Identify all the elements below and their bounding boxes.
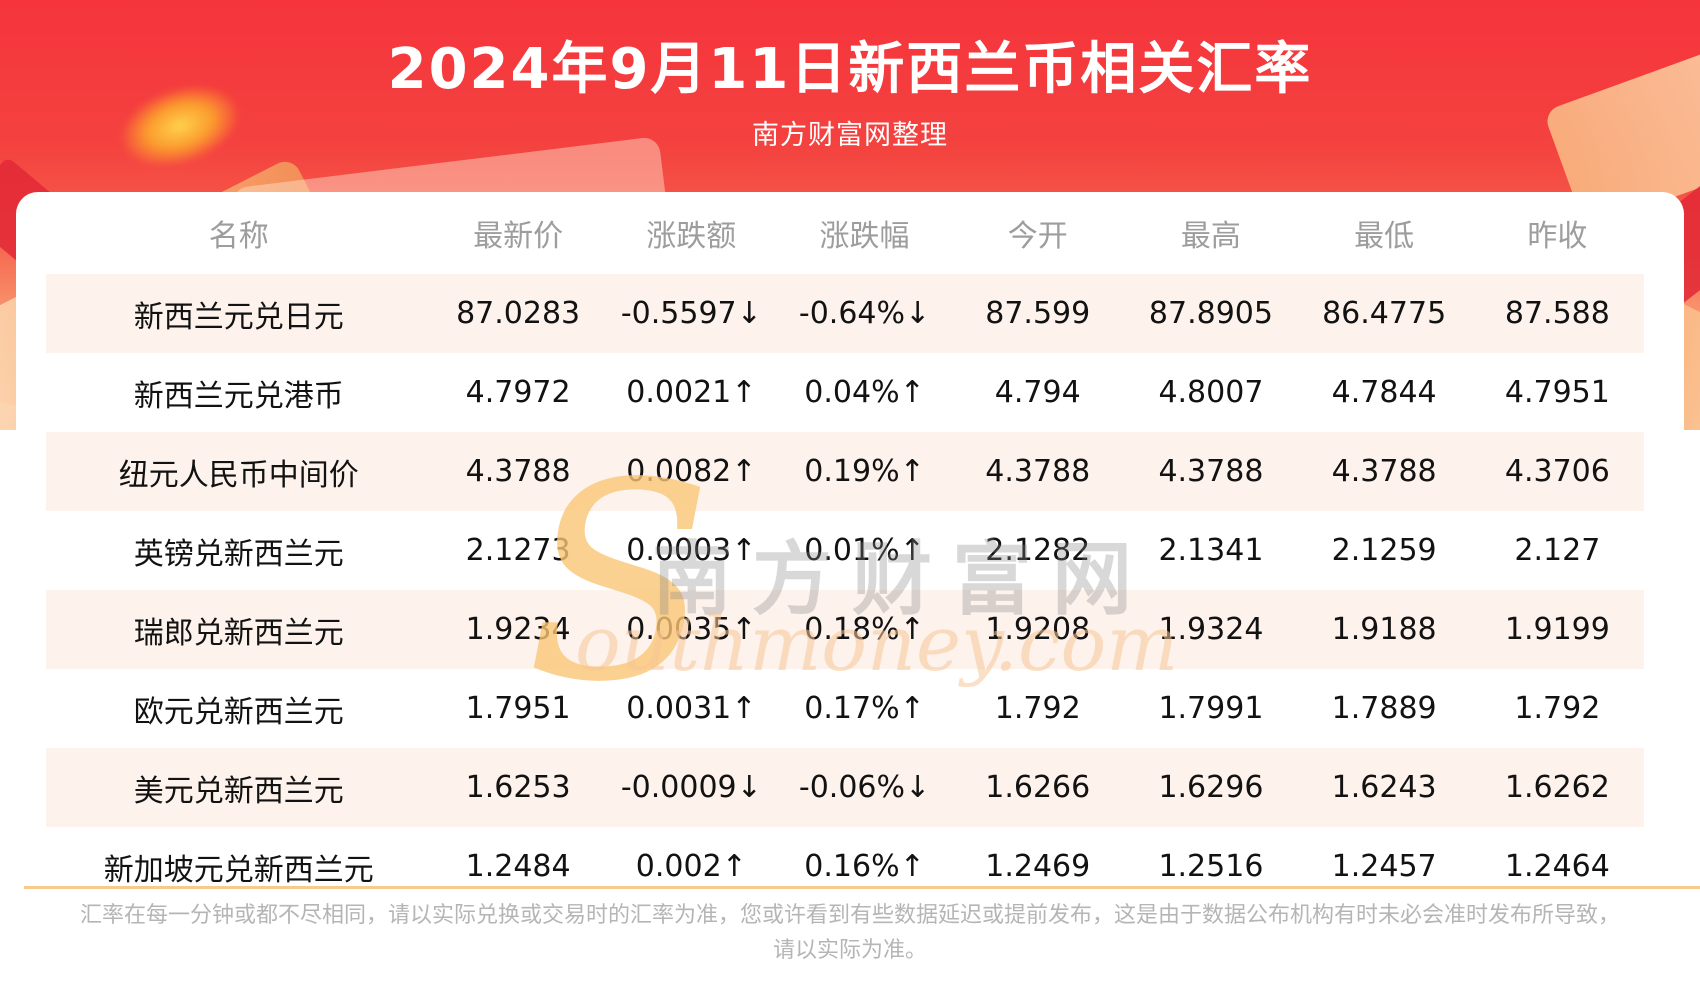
change-amount: -0.0009↓ [620,770,762,805]
change-percent: 0.04%↑ [804,375,925,410]
column-header-1: 最新价 [473,219,564,254]
prev-close: 4.3706 [1504,454,1610,489]
change-percent: -0.64%↓ [798,296,931,331]
high-price: 4.8007 [1158,375,1264,410]
latest-price: 4.7972 [465,375,571,410]
prev-close: 87.588 [1504,296,1610,331]
high-price: 4.3788 [1158,454,1264,489]
prev-close: 1.9199 [1504,612,1610,647]
table-header-row: 名称 最新价 涨跌额 涨跌幅 今开 最高 最低 昨收 [46,192,1644,274]
pair-name: 欧元兑新西兰元 [133,694,344,730]
column-header-4: 今开 [1007,219,1068,254]
change-percent: 0.18%↑ [804,612,925,647]
high-price: 87.8905 [1148,296,1273,331]
column-header-3: 涨跌幅 [819,219,910,254]
column-header-5: 最高 [1180,219,1241,254]
open-price: 1.2469 [985,849,1091,884]
page-subtitle: 南方财富网整理 [752,120,948,151]
low-price: 1.6243 [1331,770,1437,805]
footer-divider-line [24,886,1700,889]
change-percent: 0.16%↑ [804,849,925,884]
table-row: 美元兑新西兰元 1.6253 -0.0009↓ -0.06%↓ 1.6266 1.6296… [46,748,1644,827]
high-price: 2.1341 [1158,533,1264,568]
high-price: 1.7991 [1158,691,1264,726]
change-amount: 0.0031↑ [626,691,757,726]
column-header-2: 涨跌额 [646,219,737,254]
rates-table-body: 新西兰元兑日元 87.0283 -0.5597↓ -0.64%↓ 87.599 87.89… [46,274,1644,906]
high-price: 1.6296 [1158,770,1264,805]
low-price: 1.9188 [1331,612,1437,647]
prev-close: 2.127 [1514,533,1601,568]
change-amount: -0.5597↓ [620,296,762,331]
pair-name: 纽元人民币中间价 [118,457,359,493]
table-row: 新西兰元兑港币 4.7972 0.0021↑ 0.04%↑ 4.794 4.8007 4.7… [46,353,1644,432]
change-amount: 0.0003↑ [626,533,757,568]
page-title: 2024年9月11日新西兰币相关汇率 [387,37,1313,102]
column-header-0: 名称 [208,219,269,254]
latest-price: 87.0283 [456,296,581,331]
change-percent: 0.19%↑ [804,454,925,489]
pair-name: 英镑兑新西兰元 [133,536,344,572]
table-row: 英镑兑新西兰元 2.1273 0.0003↑ 0.01%↑ 2.1282 2.1341 2.… [46,511,1644,590]
table-row: 新加坡元兑新西兰元 1.2484 0.002↑ 0.16%↑ 1.2469 1.2516 1… [46,827,1644,906]
pair-name: 新西兰元兑日元 [133,299,344,335]
pair-name: 新加坡元兑新西兰元 [103,852,374,888]
latest-price: 1.9234 [465,612,571,647]
high-price: 1.9324 [1158,612,1264,647]
rates-table: 名称 最新价 涨跌额 涨跌幅 今开 最高 最低 昨收 新西兰元兑日元 87.0283 -0.559… [46,192,1644,906]
column-header-7: 昨收 [1527,219,1588,254]
low-price: 4.7844 [1331,375,1437,410]
low-price: 1.2457 [1331,849,1437,884]
change-amount: 0.002↑ [635,849,747,884]
high-price: 1.2516 [1158,849,1264,884]
open-price: 1.9208 [985,612,1091,647]
prev-close: 1.792 [1514,691,1601,726]
change-percent: 0.17%↑ [804,691,925,726]
open-price: 2.1282 [985,533,1091,568]
latest-price: 1.2484 [465,849,571,884]
column-header-6: 最低 [1354,219,1415,254]
change-percent: 0.01%↑ [804,533,925,568]
low-price: 86.4775 [1322,296,1447,331]
open-price: 4.3788 [985,454,1091,489]
low-price: 4.3788 [1331,454,1437,489]
latest-price: 1.7951 [465,691,571,726]
open-price: 1.792 [994,691,1081,726]
latest-price: 4.3788 [465,454,571,489]
prev-close: 4.7951 [1504,375,1610,410]
table-row: 新西兰元兑日元 87.0283 -0.5597↓ -0.64%↓ 87.599 87.89… [46,274,1644,353]
change-amount: 0.0035↑ [626,612,757,647]
open-price: 1.6266 [985,770,1091,805]
rates-panel: 名称 最新价 涨跌额 涨跌幅 今开 最高 最低 昨收 新西兰元兑日元 87.0283 -0.559… [16,192,1700,1000]
latest-price: 1.6253 [465,770,571,805]
prev-close: 1.2464 [1504,849,1610,884]
change-amount: 0.0021↑ [626,375,757,410]
prev-close: 1.6262 [1504,770,1610,805]
disclaimer-text: 汇率在每一分钟或都不尽相同，请以实际兑换或交易时的汇率为准，您或许看到有些数据延… [79,903,1620,963]
change-amount: 0.0082↑ [626,454,757,489]
low-price: 2.1259 [1331,533,1437,568]
low-price: 1.7889 [1331,691,1437,726]
open-price: 4.794 [994,375,1081,410]
open-price: 87.599 [985,296,1091,331]
table-row: 欧元兑新西兰元 1.7951 0.0031↑ 0.17%↑ 1.792 1.7991 1.7… [46,669,1644,748]
pair-name: 新西兰元兑港币 [133,378,344,414]
pair-name: 美元兑新西兰元 [133,773,344,809]
pair-name: 瑞郎兑新西兰元 [133,615,344,651]
table-row: 瑞郎兑新西兰元 1.9234 0.0035↑ 0.18%↑ 1.9208 1.9324 1.… [46,590,1644,669]
table-row: 纽元人民币中间价 4.3788 0.0082↑ 0.19%↑ 4.3788 4.3788 4… [46,432,1644,511]
latest-price: 2.1273 [465,533,571,568]
change-percent: -0.06%↓ [798,770,931,805]
